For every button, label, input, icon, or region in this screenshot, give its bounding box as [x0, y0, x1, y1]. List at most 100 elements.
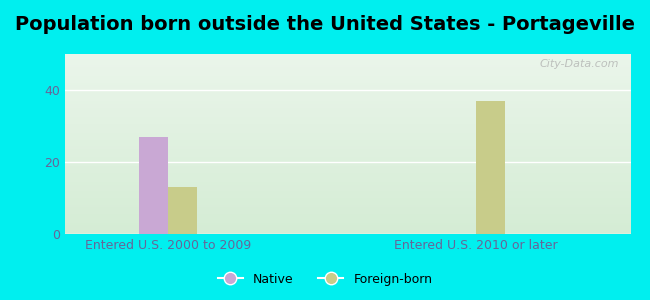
Bar [65, 144, 630, 146]
Bar [65, 218, 630, 220]
Bar [65, 70, 630, 72]
Bar [65, 83, 630, 85]
Bar [65, 157, 630, 158]
Bar [65, 182, 630, 184]
Bar [65, 229, 630, 230]
Bar [65, 140, 630, 142]
Bar [65, 196, 630, 198]
Bar [65, 180, 630, 182]
Bar [65, 227, 630, 229]
Bar [476, 101, 505, 234]
Bar [65, 220, 630, 221]
Bar [65, 184, 630, 185]
Bar [65, 155, 630, 157]
Bar [65, 59, 630, 61]
Bar [168, 187, 196, 234]
Bar [65, 232, 630, 234]
Bar [65, 113, 630, 115]
Bar [65, 153, 630, 155]
Bar [65, 95, 630, 97]
Bar [65, 189, 630, 191]
Bar [65, 216, 630, 218]
Bar [65, 119, 630, 121]
Bar [65, 67, 630, 68]
Legend: Native, Foreign-born: Native, Foreign-born [213, 268, 437, 291]
Bar [65, 203, 630, 205]
Bar [65, 108, 630, 110]
Bar [65, 81, 630, 83]
Bar [65, 92, 630, 94]
Bar [139, 137, 168, 234]
Bar [65, 198, 630, 200]
Bar [65, 139, 630, 140]
Bar [65, 137, 630, 139]
Bar [65, 90, 630, 92]
Bar [65, 133, 630, 135]
Bar [65, 63, 630, 65]
Bar [65, 166, 630, 167]
Text: Population born outside the United States - Portageville: Population born outside the United State… [15, 15, 635, 34]
Bar [65, 128, 630, 130]
Bar [65, 65, 630, 67]
Bar [65, 97, 630, 99]
Bar [65, 149, 630, 151]
Bar [65, 72, 630, 74]
Bar [65, 54, 630, 56]
Bar [65, 187, 630, 189]
Bar [65, 151, 630, 153]
Bar [65, 205, 630, 207]
Bar [65, 88, 630, 90]
Bar [65, 79, 630, 81]
Bar [65, 164, 630, 166]
Bar [65, 76, 630, 77]
Bar [65, 86, 630, 88]
Bar [65, 126, 630, 128]
Bar [65, 223, 630, 225]
Bar [65, 131, 630, 133]
Bar [65, 169, 630, 171]
Text: City-Data.com: City-Data.com [540, 59, 619, 69]
Bar [65, 115, 630, 117]
Bar [65, 193, 630, 194]
Bar [65, 209, 630, 211]
Bar [65, 200, 630, 202]
Bar [65, 85, 630, 86]
Bar [65, 68, 630, 70]
Bar [65, 142, 630, 144]
Bar [65, 117, 630, 119]
Bar [65, 146, 630, 148]
Bar [65, 135, 630, 137]
Bar [65, 202, 630, 203]
Bar [65, 211, 630, 212]
Bar [65, 99, 630, 101]
Bar [65, 158, 630, 160]
Bar [65, 171, 630, 173]
Bar [65, 148, 630, 149]
Bar [65, 176, 630, 178]
Bar [65, 175, 630, 176]
Bar [65, 124, 630, 126]
Bar [65, 225, 630, 227]
Bar [65, 214, 630, 216]
Bar [65, 121, 630, 122]
Bar [65, 122, 630, 124]
Bar [65, 101, 630, 103]
Bar [65, 106, 630, 108]
Bar [65, 194, 630, 196]
Bar [65, 191, 630, 193]
Bar [65, 162, 630, 164]
Bar [65, 56, 630, 58]
Bar [65, 212, 630, 214]
Bar [65, 207, 630, 209]
Bar [65, 94, 630, 95]
Bar [65, 160, 630, 162]
Bar [65, 130, 630, 131]
Bar [65, 167, 630, 169]
Bar [65, 112, 630, 113]
Bar [65, 104, 630, 106]
Bar [65, 185, 630, 187]
Bar [65, 178, 630, 180]
Bar [65, 74, 630, 76]
Bar [65, 58, 630, 59]
Bar [65, 61, 630, 63]
